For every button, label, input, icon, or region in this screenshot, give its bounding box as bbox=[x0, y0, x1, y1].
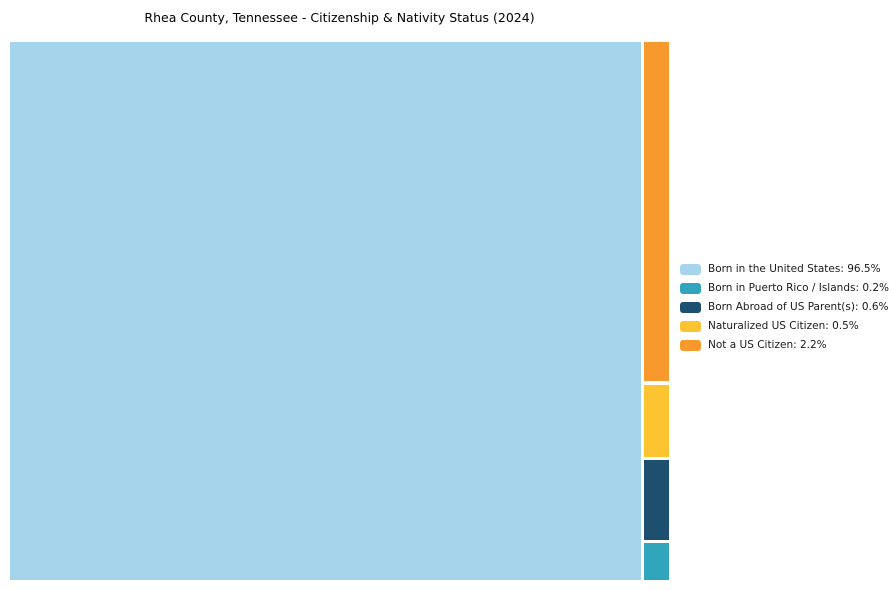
treemap-plot bbox=[10, 42, 669, 580]
legend-item-not-citizen: Not a US Citizen: 2.2% bbox=[680, 340, 889, 351]
legend-label-born-in-us: Born in the United States: 96.5% bbox=[708, 263, 881, 275]
legend-label-naturalized: Naturalized US Citizen: 0.5% bbox=[708, 320, 859, 332]
legend: Born in the United States: 96.5% Born in… bbox=[680, 264, 889, 351]
legend-item-born-in-us: Born in the United States: 96.5% bbox=[680, 264, 889, 275]
treemap-tile-born-in-us bbox=[10, 42, 641, 580]
legend-swatch-born-in-us-icon bbox=[680, 264, 701, 275]
treemap-tile-born-puerto-rico-islands bbox=[644, 543, 669, 580]
legend-swatch-born-abroad-icon bbox=[680, 302, 701, 313]
treemap-tile-born-abroad-us-parents bbox=[644, 460, 669, 540]
legend-swatch-born-puerto-rico-icon bbox=[680, 283, 701, 294]
treemap-tile-not-us-citizen bbox=[644, 42, 669, 381]
treemap-tile-naturalized-citizen bbox=[644, 385, 669, 457]
legend-label-born-puerto-rico: Born in Puerto Rico / Islands: 0.2% bbox=[708, 282, 889, 294]
legend-swatch-not-citizen-icon bbox=[680, 340, 701, 351]
legend-item-born-abroad: Born Abroad of US Parent(s): 0.6% bbox=[680, 302, 889, 313]
legend-label-not-citizen: Not a US Citizen: 2.2% bbox=[708, 339, 827, 351]
legend-label-born-abroad: Born Abroad of US Parent(s): 0.6% bbox=[708, 301, 889, 313]
legend-swatch-naturalized-icon bbox=[680, 321, 701, 332]
chart-title: Rhea County, Tennessee - Citizenship & N… bbox=[144, 10, 535, 25]
legend-item-born-puerto-rico: Born in Puerto Rico / Islands: 0.2% bbox=[680, 283, 889, 294]
legend-item-naturalized: Naturalized US Citizen: 0.5% bbox=[680, 321, 889, 332]
